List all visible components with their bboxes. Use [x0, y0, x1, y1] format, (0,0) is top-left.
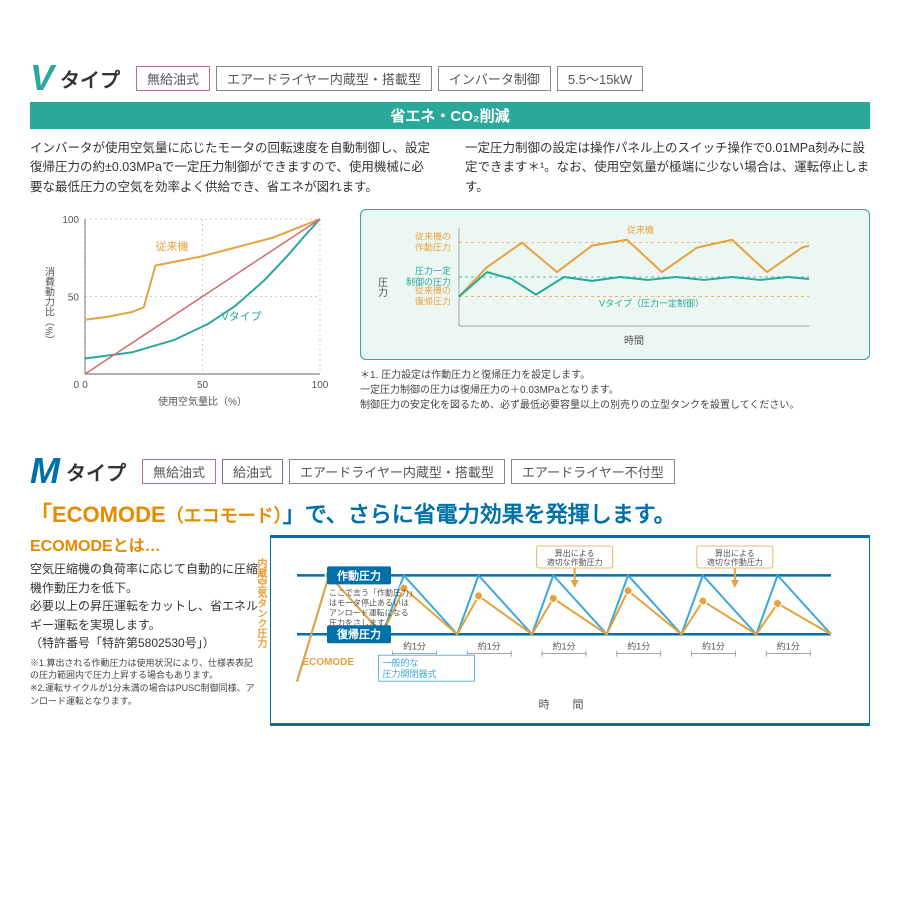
- chip: 無給油式: [136, 66, 210, 91]
- v-body-columns: インバータが使用空気量に応じたモータの回転速度を自動制御し、設定復帰圧力の約±0…: [30, 139, 870, 197]
- svg-text:約1分: 約1分: [478, 641, 501, 652]
- ecomode-chart: 作動圧力復帰圧力ここで言う「作動圧力」はモータ停止あるいはアンロード運転になる圧…: [277, 544, 837, 714]
- v-letter: V: [30, 60, 54, 96]
- chip: エアードライヤー内蔵型・搭載型: [216, 66, 432, 91]
- chip: エアードライヤー不付型: [511, 459, 675, 484]
- m-letter: M: [30, 453, 60, 489]
- ecomode-subtitle: ECOMODEとは…: [30, 535, 260, 560]
- svg-text:約1分: 約1分: [777, 641, 800, 652]
- svg-text:圧力をさします。: 圧力をさします。: [329, 617, 392, 627]
- chip: インバータ制御: [438, 66, 551, 91]
- v-body-right: 一定圧力制御の設定は操作パネル上のスイッチ操作で0.01MPa刻みに設定できます…: [465, 139, 870, 197]
- chip: 給油式: [222, 459, 283, 484]
- svg-text:算出による: 算出による: [555, 548, 595, 558]
- m-type-section: M タイプ 無給油式給油式エアードライヤー内蔵型・搭載型エアードライヤー不付型 …: [30, 453, 870, 726]
- ecomode-headline: 「ECOMODE（エコモード）」で、さらに省電力効果を発揮します。: [30, 497, 870, 529]
- svg-text:時 間: 時 間: [539, 698, 590, 711]
- m-chips: 無給油式給油式エアードライヤー内蔵型・搭載型エアードライヤー不付型: [142, 459, 675, 484]
- svg-text:100: 100: [312, 380, 329, 391]
- ecomode-footnote: ※1.算出される作動圧力は使用状況により、仕様表表記の圧力範囲内で圧力上昇する場…: [30, 657, 260, 707]
- svg-text:はモータ停止あるいは: はモータ停止あるいは: [329, 597, 409, 607]
- svg-text:従来機: 従来機: [627, 224, 654, 235]
- m-content-row: ECOMODEとは… 空気圧縮機の負荷率に応じて自動的に圧縮機作動圧力を低下。必…: [30, 535, 870, 726]
- v-type-word: タイプ: [60, 64, 120, 93]
- svg-text:ここで言う「作動圧力」: ここで言う「作動圧力」: [329, 587, 417, 597]
- svg-text:一般的な: 一般的な: [382, 657, 418, 668]
- v-footnote: ＊1. 圧力設定は作動圧力と復帰圧力を設定します。一定圧力制御の圧力は復帰圧力の…: [360, 368, 870, 413]
- v-charts-row: 0 50 100 50 100 0 従来機 Vタイプ使用空気量比（%） 消費動力比（%） 従来機…: [30, 209, 870, 413]
- v-header: V タイプ 無給油式エアードライヤー内蔵型・搭載型インバータ制御5.5～15kW: [30, 60, 870, 96]
- svg-text:Vタイプ: Vタイプ: [221, 310, 261, 323]
- svg-text:従来機の: 従来機の: [415, 231, 451, 242]
- svg-text:50: 50: [197, 380, 209, 391]
- svg-text:作動圧力: 作動圧力: [337, 568, 381, 582]
- svg-text:適切な作動圧力: 適切な作動圧力: [707, 557, 763, 567]
- svg-text:約1分: 約1分: [702, 641, 725, 652]
- m-chart-ylabel: 内蔵空気タンク圧力: [253, 558, 268, 648]
- svg-text:消費動力比（%）: 消費動力比（%）: [43, 265, 55, 345]
- energy-saving-banner: 省エネ・CO₂削減: [30, 102, 870, 129]
- svg-text:Vタイプ（圧力一定制御）: Vタイプ（圧力一定制御）: [599, 298, 704, 309]
- svg-text:0: 0: [82, 380, 88, 391]
- svg-text:100: 100: [62, 215, 79, 226]
- pressure-time-chart: 従来機の作動圧力圧力一定制御の圧力従来機の復帰圧力圧力従来機Vタイプ（圧力一定制…: [369, 218, 819, 348]
- svg-text:0: 0: [73, 380, 79, 391]
- pressure-time-chart-box: 従来機の作動圧力圧力一定制御の圧力従来機の復帰圧力圧力従来機Vタイプ（圧力一定制…: [360, 209, 870, 360]
- headline-sub: （エコモード）: [166, 506, 283, 526]
- svg-text:復帰圧力: 復帰圧力: [336, 627, 381, 641]
- svg-text:50: 50: [68, 293, 80, 304]
- power-vs-air-chart: 0 50 100 50 100 0 従来機 Vタイプ使用空気量比（%） 消費動力比（%）: [30, 209, 330, 409]
- svg-text:作動圧力: 作動圧力: [415, 242, 451, 253]
- chip: 無給油式: [142, 459, 216, 484]
- svg-text:圧力一定: 圧力一定: [415, 265, 451, 276]
- v-type-section: V タイプ 無給油式エアードライヤー内蔵型・搭載型インバータ制御5.5～15kW…: [30, 60, 870, 413]
- v-body-left: インバータが使用空気量に応じたモータの回転速度を自動制御し、設定復帰圧力の約±0…: [30, 139, 435, 197]
- svg-text:アンロード運転になる: アンロード運転になる: [329, 608, 409, 617]
- svg-text:ECOMODE: ECOMODE: [302, 657, 354, 668]
- ecomode-body: 空気圧縮機の負荷率に応じて自動的に圧縮機作動圧力を低下。必要以上の昇圧運転をカッ…: [30, 560, 260, 653]
- v-chart-right-wrap: 従来機の作動圧力圧力一定制御の圧力従来機の復帰圧力圧力従来機Vタイプ（圧力一定制…: [360, 209, 870, 413]
- svg-text:圧力開閉器式: 圧力開閉器式: [382, 668, 436, 679]
- svg-text:従来機の: 従来機の: [415, 285, 451, 296]
- headline-rest: 」で、さらに省電力効果を発揮します。: [283, 502, 676, 527]
- svg-text:適切な作動圧力: 適切な作動圧力: [547, 557, 603, 567]
- v-chart-left: 0 50 100 50 100 0 従来機 Vタイプ使用空気量比（%） 消費動力比（%）: [30, 209, 330, 412]
- svg-text:約1分: 約1分: [627, 641, 650, 652]
- v-chips: 無給油式エアードライヤー内蔵型・搭載型インバータ制御5.5～15kW: [136, 66, 643, 91]
- headline-eco: 「ECOMODE: [30, 502, 166, 527]
- chip: エアードライヤー内蔵型・搭載型: [289, 459, 505, 484]
- svg-text:約1分: 約1分: [403, 641, 426, 652]
- svg-text:時間: 時間: [624, 335, 644, 347]
- svg-text:約1分: 約1分: [552, 641, 575, 652]
- m-header: M タイプ 無給油式給油式エアードライヤー内蔵型・搭載型エアードライヤー不付型: [30, 453, 870, 489]
- m-left-col: ECOMODEとは… 空気圧縮機の負荷率に応じて自動的に圧縮機作動圧力を低下。必…: [30, 535, 260, 707]
- chip: 5.5～15kW: [557, 66, 643, 91]
- svg-text:復帰圧力: 復帰圧力: [415, 296, 451, 307]
- ecomode-chart-wrap: 作動圧力復帰圧力ここで言う「作動圧力」はモータ停止あるいはアンロード運転になる圧…: [270, 535, 870, 726]
- m-type-word: タイプ: [66, 457, 126, 486]
- svg-text:従来機: 従来機: [156, 239, 189, 253]
- svg-text:使用空気量比（%）: 使用空気量比（%）: [158, 395, 247, 408]
- svg-text:圧力: 圧力: [376, 277, 388, 298]
- svg-text:算出による: 算出による: [715, 548, 755, 558]
